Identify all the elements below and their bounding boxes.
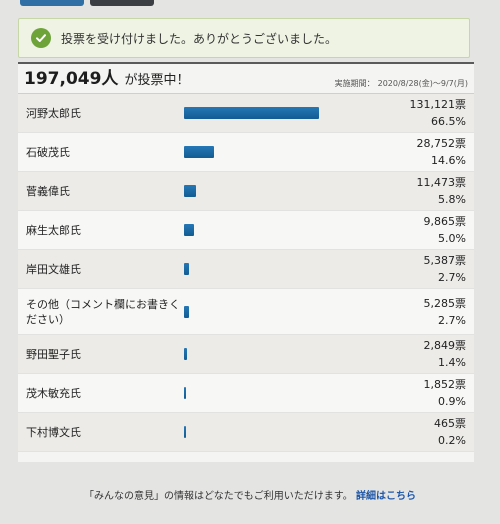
vote-share-bar [184, 146, 214, 158]
vote-percent: 2.7% [438, 313, 466, 327]
result-row: 麻生太郎氏 9,865票 5.0% [18, 211, 474, 250]
result-row: 下村博文氏 465票 0.2% [18, 413, 474, 452]
top-tabs [20, 0, 180, 8]
results-header: 197,049人 が投票中！ 実施期間： 2020/8/28(金)～9/7(月) [18, 64, 474, 94]
vote-count: 28,752票 [416, 137, 467, 150]
bar-track [184, 94, 406, 132]
notice-text: 投票を受け付けました。ありがとうございました。 [61, 31, 338, 46]
results-list: 河野太郎氏 131,121票 66.5% 石破茂氏 28,752票 14.6% 菅義偉氏 11… [18, 94, 474, 452]
vote-share-bar [184, 107, 319, 119]
vote-percent: 0.9% [438, 395, 466, 408]
vote-accepted-notice: 投票を受け付けました。ありがとうございました。 [18, 18, 470, 58]
vote-share-bar [184, 348, 187, 360]
candidate-name: 岸田文雄氏 [26, 262, 81, 276]
top-tab-1[interactable] [20, 0, 84, 6]
vote-percent: 14.6% [431, 154, 466, 167]
vote-share-bar [184, 426, 186, 438]
vote-count: 465票 [434, 417, 466, 430]
vote-percent: 0.2% [438, 434, 466, 447]
vote-count: 11,473票 [416, 176, 467, 189]
result-row: 菅義偉氏 11,473票 5.8% [18, 172, 474, 211]
bar-track [184, 289, 406, 334]
vote-percent: 66.5% [431, 115, 466, 128]
vote-figures: 9,865票 5.0% [424, 213, 467, 247]
vote-percent: 1.4% [438, 356, 466, 369]
vote-share-bar [184, 263, 190, 275]
vote-count: 2,849票 [423, 339, 467, 352]
vote-figures: 465票 0.2% [434, 415, 466, 449]
total-voters: 197,049人 が投票中！ [24, 64, 189, 89]
vote-share-bar [184, 224, 195, 236]
checkmark-icon [31, 28, 51, 48]
vote-count: 131,121票 [409, 98, 467, 111]
vote-figures: 131,121票 66.5% [410, 96, 467, 130]
candidate-name: 菅義偉氏 [26, 184, 70, 198]
vote-percent: 5.0% [438, 232, 466, 245]
vote-figures: 5,387票 2.7% [424, 252, 467, 286]
result-row: 岸田文雄氏 5,387票 2.7% [18, 250, 474, 289]
vote-count: 5,387票 [423, 254, 467, 267]
top-tab-2[interactable] [90, 0, 154, 6]
candidate-name: 河野太郎氏 [26, 106, 81, 120]
details-link[interactable]: 詳細はこちら [356, 491, 416, 502]
bar-track [184, 250, 406, 288]
bar-track [184, 335, 406, 373]
bar-track [184, 374, 406, 412]
vote-figures: 1,852票 0.9% [424, 376, 467, 410]
vote-share-bar [184, 185, 196, 197]
total-votes-count: 197,049人 [24, 69, 119, 89]
bar-track [184, 172, 406, 210]
candidate-name: 石破茂氏 [26, 145, 70, 159]
bar-track [184, 133, 406, 171]
vote-count: 1,852票 [423, 378, 467, 391]
vote-percent: 2.7% [438, 271, 466, 284]
footer-text: 「みんなの意見」の情報はどなたでもご利用いただけます。 [84, 491, 353, 502]
vote-percent: 5.8% [438, 193, 466, 206]
vote-figures: 28,752票 14.6% [417, 135, 467, 169]
candidate-name: 下村博文氏 [26, 425, 81, 439]
candidate-name: 茂木敏充氏 [26, 386, 81, 400]
result-row: 河野太郎氏 131,121票 66.5% [18, 94, 474, 133]
poll-results-panel: 197,049人 が投票中！ 実施期間： 2020/8/28(金)～9/7(月)… [18, 62, 474, 462]
candidate-name: 野田聖子氏 [26, 347, 81, 361]
vote-share-bar [184, 305, 190, 318]
footer-note: 「みんなの意見」の情報はどなたでもご利用いただけます。 詳細はこちら [30, 487, 470, 502]
result-row: 石破茂氏 28,752票 14.6% [18, 133, 474, 172]
result-row: その他（コメント欄にお書きください） 5,285票 2.7% [18, 289, 474, 335]
bar-track [184, 211, 406, 249]
candidate-name: 麻生太郎氏 [26, 223, 81, 237]
result-row: 茂木敏充氏 1,852票 0.9% [18, 374, 474, 413]
vote-figures: 5,285票 2.7% [424, 295, 467, 329]
total-votes-suffix: が投票中！ [124, 73, 190, 88]
period-label: 実施期間： [334, 79, 375, 88]
poll-period: 実施期間： 2020/8/28(金)～9/7(月) [335, 78, 468, 89]
vote-count: 5,285票 [423, 296, 467, 310]
period-value: 2020/8/28(金)～9/7(月) [377, 79, 468, 88]
result-row: 野田聖子氏 2,849票 1.4% [18, 335, 474, 374]
candidate-name: その他（コメント欄にお書きください） [26, 297, 180, 326]
vote-count: 9,865票 [423, 215, 467, 228]
bar-track [184, 413, 406, 451]
vote-figures: 2,849票 1.4% [424, 337, 467, 371]
vote-figures: 11,473票 5.8% [417, 174, 467, 208]
vote-share-bar [184, 387, 186, 399]
